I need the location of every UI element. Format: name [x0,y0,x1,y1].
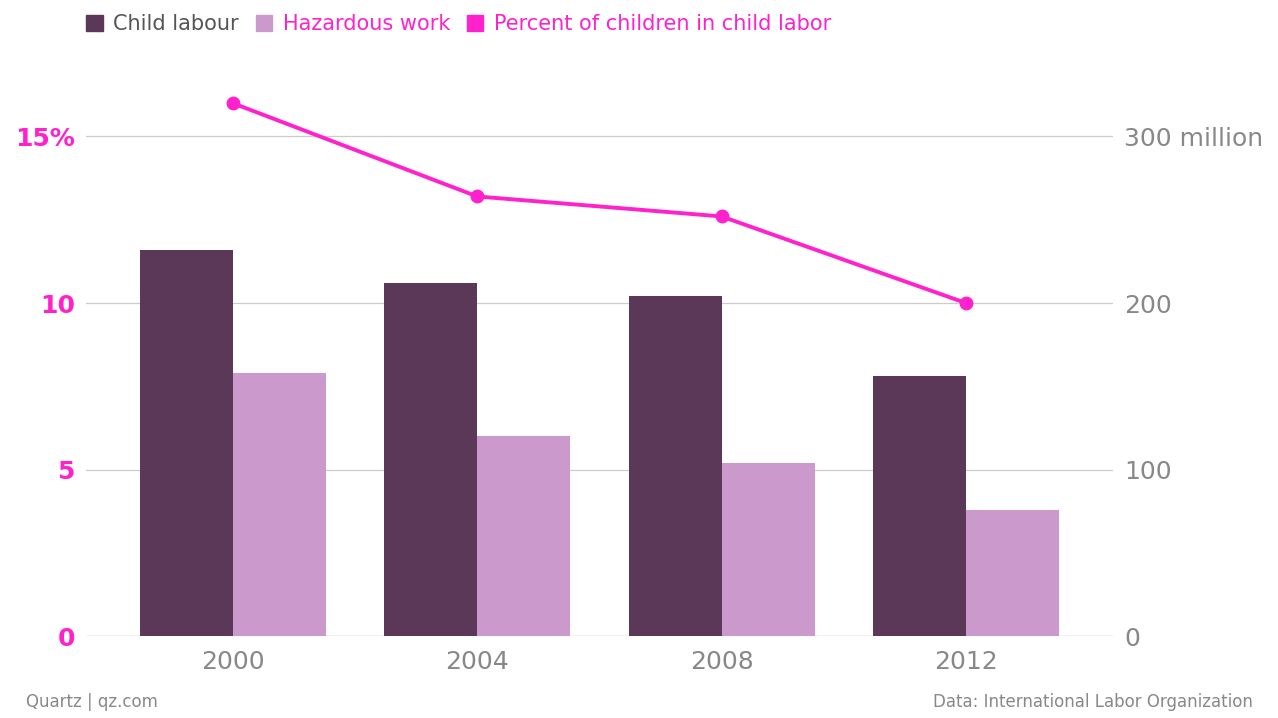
Text: Data: International Labor Organization: Data: International Labor Organization [933,693,1252,711]
Bar [873,376,966,636]
Bar [385,283,477,636]
Bar [139,250,233,636]
Text: Quartz | qz.com: Quartz | qz.com [26,693,157,711]
Bar [477,437,570,636]
Legend: Child labour, Hazardous work, Percent of children in child labor: Child labour, Hazardous work, Percent of… [86,14,831,34]
Bar [233,373,326,636]
Bar [966,510,1059,636]
Bar [629,297,722,636]
Bar [722,463,814,636]
